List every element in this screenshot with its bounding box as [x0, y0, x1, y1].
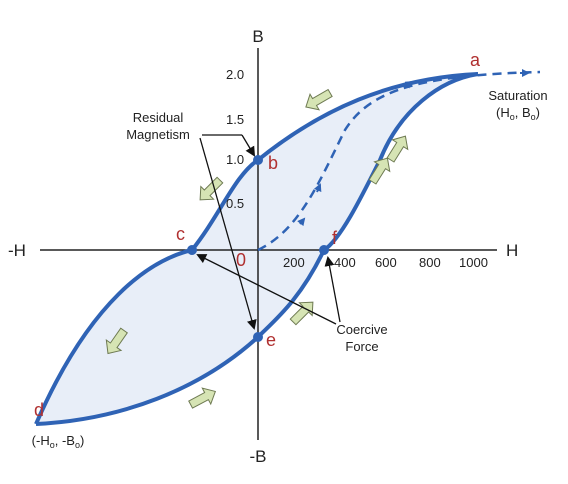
point-label-e: e [266, 330, 276, 350]
coercive-force-label: Coercive [336, 322, 387, 337]
direction-arrow-lower-3 [368, 157, 391, 185]
point-label-a: a [470, 50, 481, 70]
loop-upper-branch [34, 72, 479, 425]
loop-fill [36, 74, 478, 424]
point-label-b: b [268, 153, 278, 173]
coercive-force-label: Force [345, 339, 378, 354]
residual-magnetism-label: Residual [133, 110, 184, 125]
coercive-arrow-to-f [324, 256, 341, 323]
saturation-coords: (Ho, Bo) [496, 105, 540, 122]
origin-label: 0 [236, 250, 246, 270]
y-tick-label: 2.0 [226, 67, 244, 82]
y-tick-label: 0.5 [226, 196, 244, 211]
direction-arrow-lower-2 [289, 301, 314, 326]
axis-label-neg-h: -H [8, 241, 26, 260]
axis-label-neg-b: -B [250, 447, 267, 466]
point-f-marker [319, 245, 329, 255]
neg-saturation-coords: (-Ho, -Bo) [32, 433, 85, 450]
x-tick-label: 800 [419, 255, 441, 270]
x-tick-label: 200 [283, 255, 305, 270]
y-tick-label: 1.0 [226, 152, 244, 167]
loop-lower-branch [35, 72, 479, 426]
direction-arrow-upper-1 [305, 88, 333, 111]
dashed-arrow-2 [313, 183, 322, 193]
direction-arrow-upper-2 [199, 176, 224, 201]
x-tick-label: 600 [375, 255, 397, 270]
residual-arrow-to-e [199, 137, 257, 330]
point-label-d: d [34, 400, 44, 420]
coercive-arrow-to-c [196, 254, 337, 325]
direction-arrow-lower-1 [188, 387, 217, 409]
y-tick-label: 1.5 [226, 112, 244, 127]
direction-arrow-upper-3 [105, 327, 129, 355]
direction-arrow-lower-4 [386, 135, 409, 163]
axis-label-b: B [252, 27, 263, 46]
residual-arrow-to-b [241, 134, 256, 157]
saturation-label: Saturation [488, 88, 547, 103]
point-label-c: c [176, 224, 185, 244]
dashed-arrow-1 [297, 217, 306, 227]
residual-magnetism-label: Magnetism [126, 127, 190, 142]
axis-label-h: H [506, 241, 518, 260]
point-c-marker [187, 245, 197, 255]
point-e-marker [253, 332, 263, 342]
x-tick-label: 1000 [459, 255, 488, 270]
x-tick-label: 400 [334, 255, 356, 270]
point-b-marker [253, 155, 263, 165]
point-label-f: f [332, 228, 338, 248]
